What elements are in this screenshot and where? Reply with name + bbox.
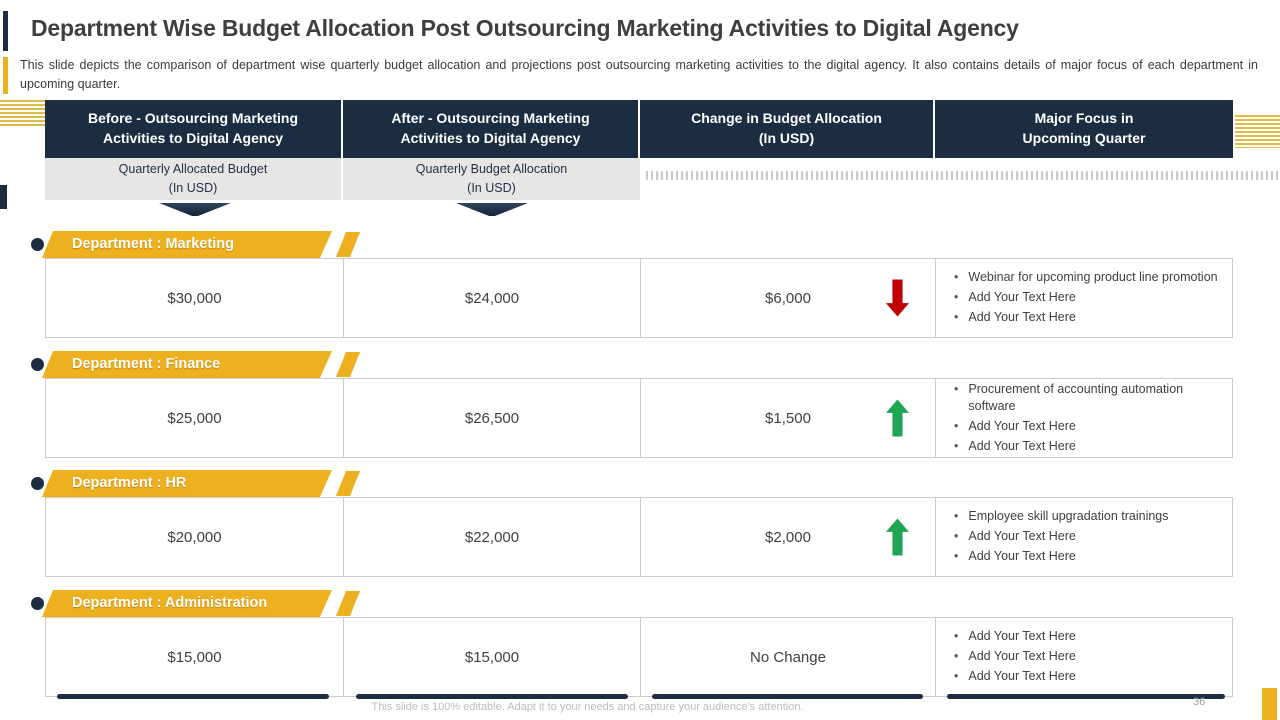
department-label: Department : Finance	[72, 356, 221, 372]
section-marketing: Department : Marketing $30,000 $24,000 $…	[0, 231, 1280, 338]
chevron-down-icon	[159, 203, 231, 216]
column-underline-bar	[57, 694, 329, 699]
corner-accent-bar	[1262, 688, 1277, 720]
after-budget-cell: $24,000	[344, 259, 641, 337]
page-title: Department Wise Budget Allocation Post O…	[31, 15, 1019, 41]
focus-list: Employee skill upgradation trainings Add…	[946, 507, 1220, 566]
list-item: Add Your Text Here	[946, 647, 1220, 667]
before-budget-cell: $25,000	[46, 379, 344, 457]
section-hr: Department : HR $20,000 $22,000 $2,000 E…	[0, 470, 1280, 577]
tick-strip-decor	[646, 171, 1280, 180]
department-banner: Department : Administration	[0, 590, 1280, 617]
list-item: Procurement of accounting automation sof…	[946, 380, 1220, 418]
list-item: Add Your Text Here	[946, 547, 1220, 567]
subheader-after: Quarterly Budget Allocation (In USD)	[343, 158, 640, 200]
focus-cell: Procurement of accounting automation sof…	[936, 379, 1232, 457]
right-stripes-decor	[1235, 115, 1280, 148]
list-item: Add Your Text Here	[946, 627, 1220, 647]
department-ribbon: Department : HR	[42, 470, 332, 497]
budget-row: $30,000 $24,000 $6,000 Webinar for upcom…	[45, 258, 1233, 338]
title-accent-bar	[3, 11, 8, 51]
after-budget-cell: $15,000	[344, 618, 641, 696]
ribbon-accent	[335, 471, 361, 496]
footer-note: This slide is 100% editable. Adapt it to…	[371, 701, 804, 713]
list-item: Add Your Text Here	[946, 417, 1220, 437]
col-header-focus: Major Focus in Upcoming Quarter	[935, 100, 1233, 158]
section-administration: Department : Administration $15,000 $15,…	[0, 590, 1280, 697]
before-value: $15,000	[167, 648, 222, 666]
focus-cell: Add Your Text Here Add Your Text Here Ad…	[936, 618, 1232, 696]
department-label: Department : Administration	[72, 595, 268, 611]
focus-list: Procurement of accounting automation sof…	[946, 380, 1220, 457]
department-label: Department : HR	[72, 475, 187, 491]
column-underline-bar	[356, 694, 628, 699]
ribbon-accent	[335, 232, 361, 257]
department-banner: Department : HR	[0, 470, 1280, 497]
change-value: $2,000	[765, 528, 811, 546]
section-finance: Department : Finance $25,000 $26,500 $1,…	[0, 351, 1280, 458]
chevron-down-icon	[456, 203, 528, 216]
after-value: $26,500	[464, 409, 520, 427]
list-item: Webinar for upcoming product line promot…	[946, 268, 1220, 288]
change-cell: $1,500	[641, 379, 936, 457]
change-value: $6,000	[765, 289, 811, 307]
col-header-after: After - Outsourcing Marketing Activities…	[343, 100, 640, 158]
slide-description: This slide depicts the comparison of dep…	[20, 58, 1258, 91]
change-value: No Change	[750, 648, 826, 666]
before-value: $25,000	[167, 409, 222, 427]
focus-cell: Employee skill upgradation trainings Add…	[936, 498, 1232, 576]
bullet-dot-icon	[31, 477, 44, 490]
after-budget-cell: $22,000	[344, 498, 641, 576]
change-cell: $2,000	[641, 498, 936, 576]
table-subheader-row: Quarterly Allocated Budget (In USD) Quar…	[45, 158, 640, 200]
after-budget-cell: $26,500	[344, 379, 641, 457]
budget-row: $25,000 $26,500 $1,500 Procurement of ac…	[45, 378, 1233, 458]
focus-list: Add Your Text Here Add Your Text Here Ad…	[946, 627, 1220, 686]
bullet-dot-icon	[31, 597, 44, 610]
column-underline-bar	[947, 694, 1225, 699]
before-budget-cell: $15,000	[46, 618, 344, 696]
focus-list: Webinar for upcoming product line promot…	[946, 268, 1220, 327]
col-header-before: Before - Outsourcing Marketing Activitie…	[45, 100, 343, 158]
change-cell: $6,000	[641, 259, 936, 337]
table-header-row: Before - Outsourcing Marketing Activitie…	[45, 100, 1233, 158]
subtitle-accent-bar	[3, 57, 8, 94]
list-item: Add Your Text Here	[946, 288, 1220, 308]
bullet-dot-icon	[31, 238, 44, 251]
before-budget-cell: $30,000	[46, 259, 344, 337]
subheader-before: Quarterly Allocated Budget (In USD)	[45, 158, 343, 200]
page-number: 36	[1193, 696, 1206, 708]
department-banner: Department : Marketing	[0, 231, 1280, 258]
column-underline-bar	[652, 694, 923, 699]
after-value: $22,000	[464, 528, 520, 546]
list-item: Employee skill upgradation trainings	[946, 507, 1220, 527]
list-item: Add Your Text Here	[946, 308, 1220, 328]
after-value: $24,000	[464, 289, 520, 307]
focus-cell: Webinar for upcoming product line promot…	[936, 259, 1232, 337]
ribbon-accent	[335, 591, 361, 616]
ribbon-accent	[335, 352, 361, 377]
department-ribbon: Department : Administration	[42, 590, 332, 617]
list-item: Add Your Text Here	[946, 667, 1220, 687]
list-item: Add Your Text Here	[946, 437, 1220, 457]
budget-row: $15,000 $15,000 No Change Add Your Text …	[45, 617, 1233, 697]
change-cell: No Change	[641, 618, 936, 696]
before-value: $20,000	[167, 528, 222, 546]
list-item: Add Your Text Here	[946, 527, 1220, 547]
before-value: $30,000	[167, 289, 222, 307]
after-value: $15,000	[464, 648, 520, 666]
department-banner: Department : Finance	[0, 351, 1280, 378]
before-budget-cell: $20,000	[46, 498, 344, 576]
change-value: $1,500	[765, 409, 811, 427]
department-label: Department : Marketing	[72, 236, 234, 252]
bullet-dot-icon	[31, 358, 44, 371]
budget-row: $20,000 $22,000 $2,000 Employee skill up…	[45, 497, 1233, 577]
col-header-change: Change in Budget Allocation (In USD)	[640, 100, 935, 158]
left-stripes-decor	[0, 100, 45, 127]
left-edge-bar	[0, 185, 7, 209]
department-ribbon: Department : Finance	[42, 351, 332, 378]
department-ribbon: Department : Marketing	[42, 231, 332, 258]
